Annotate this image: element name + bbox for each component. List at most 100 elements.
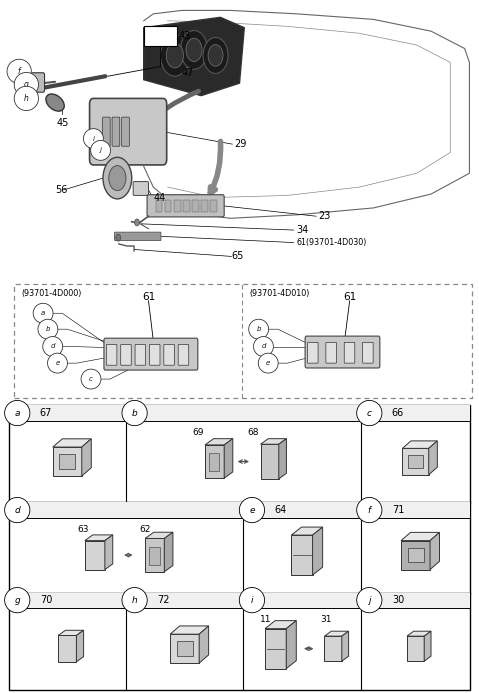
Text: e: e	[56, 360, 59, 366]
Text: i: i	[92, 136, 94, 141]
FancyBboxPatch shape	[122, 117, 129, 146]
FancyBboxPatch shape	[326, 342, 336, 363]
Polygon shape	[429, 441, 437, 475]
Polygon shape	[144, 17, 244, 96]
Polygon shape	[145, 538, 164, 572]
FancyBboxPatch shape	[192, 200, 199, 212]
FancyBboxPatch shape	[178, 344, 189, 365]
Polygon shape	[164, 532, 173, 572]
Polygon shape	[342, 631, 349, 661]
Polygon shape	[324, 631, 349, 636]
Polygon shape	[82, 439, 91, 476]
Text: 68: 68	[247, 428, 259, 437]
Polygon shape	[402, 448, 429, 475]
Text: b: b	[132, 409, 137, 417]
FancyBboxPatch shape	[14, 284, 472, 398]
Polygon shape	[59, 455, 75, 468]
Circle shape	[116, 234, 121, 241]
FancyBboxPatch shape	[121, 344, 131, 365]
FancyBboxPatch shape	[104, 338, 198, 370]
Polygon shape	[77, 631, 83, 662]
FancyBboxPatch shape	[9, 593, 470, 608]
Text: 64: 64	[274, 505, 287, 515]
FancyBboxPatch shape	[133, 182, 148, 195]
Polygon shape	[407, 631, 431, 636]
Polygon shape	[170, 626, 209, 634]
Circle shape	[166, 43, 183, 68]
FancyBboxPatch shape	[9, 405, 470, 690]
Polygon shape	[199, 626, 209, 663]
Polygon shape	[145, 532, 173, 538]
Text: 29: 29	[235, 139, 247, 149]
FancyBboxPatch shape	[308, 342, 318, 363]
Text: 61: 61	[343, 292, 356, 301]
Polygon shape	[324, 636, 342, 661]
Text: (93701-4D000): (93701-4D000)	[22, 289, 82, 297]
FancyBboxPatch shape	[363, 342, 373, 363]
FancyBboxPatch shape	[112, 117, 120, 146]
Text: 44: 44	[153, 193, 166, 203]
FancyBboxPatch shape	[106, 344, 117, 365]
Polygon shape	[291, 535, 313, 575]
Text: d: d	[50, 344, 55, 349]
FancyBboxPatch shape	[344, 342, 355, 363]
FancyBboxPatch shape	[156, 200, 162, 212]
Text: 11: 11	[260, 615, 272, 624]
Circle shape	[208, 44, 223, 67]
FancyBboxPatch shape	[165, 200, 171, 212]
Text: d: d	[14, 506, 20, 514]
Polygon shape	[313, 527, 323, 575]
Text: d: d	[261, 344, 266, 349]
Text: 63: 63	[77, 525, 89, 534]
FancyBboxPatch shape	[147, 195, 224, 217]
Polygon shape	[224, 439, 233, 478]
Text: j: j	[368, 596, 371, 604]
Text: 45: 45	[56, 118, 68, 128]
Text: 69: 69	[192, 428, 204, 437]
FancyBboxPatch shape	[103, 117, 110, 146]
Polygon shape	[265, 621, 297, 629]
Text: f: f	[368, 506, 371, 514]
Text: e: e	[266, 360, 270, 366]
FancyBboxPatch shape	[201, 200, 208, 212]
Text: 30: 30	[392, 595, 404, 605]
Circle shape	[103, 157, 132, 199]
FancyBboxPatch shape	[114, 232, 161, 240]
Text: a: a	[41, 310, 45, 316]
Polygon shape	[408, 455, 423, 468]
Text: 34: 34	[296, 225, 308, 235]
Text: 66: 66	[392, 408, 404, 418]
FancyBboxPatch shape	[26, 73, 45, 92]
FancyBboxPatch shape	[149, 344, 160, 365]
Text: 67: 67	[40, 408, 52, 418]
FancyBboxPatch shape	[305, 336, 380, 368]
Polygon shape	[53, 447, 82, 476]
Polygon shape	[401, 532, 440, 541]
Text: j: j	[100, 148, 102, 153]
Text: g: g	[14, 596, 20, 604]
Polygon shape	[58, 635, 77, 662]
Text: 71: 71	[392, 505, 404, 515]
Text: g: g	[24, 80, 29, 89]
FancyBboxPatch shape	[149, 547, 160, 565]
Circle shape	[160, 35, 189, 76]
FancyBboxPatch shape	[209, 453, 219, 471]
Polygon shape	[85, 541, 105, 570]
Circle shape	[203, 37, 228, 73]
Polygon shape	[58, 631, 83, 635]
Circle shape	[186, 38, 202, 62]
Polygon shape	[105, 535, 113, 570]
Polygon shape	[402, 441, 437, 448]
Text: 61(93701-4D030): 61(93701-4D030)	[296, 238, 366, 247]
Polygon shape	[408, 548, 423, 562]
FancyBboxPatch shape	[183, 200, 190, 212]
Text: 61: 61	[142, 292, 155, 301]
Polygon shape	[286, 621, 297, 669]
Polygon shape	[170, 634, 199, 663]
Polygon shape	[85, 535, 113, 541]
Text: e: e	[249, 506, 255, 514]
Polygon shape	[205, 445, 224, 478]
Circle shape	[109, 166, 126, 191]
FancyBboxPatch shape	[135, 344, 146, 365]
Text: h: h	[132, 596, 137, 604]
